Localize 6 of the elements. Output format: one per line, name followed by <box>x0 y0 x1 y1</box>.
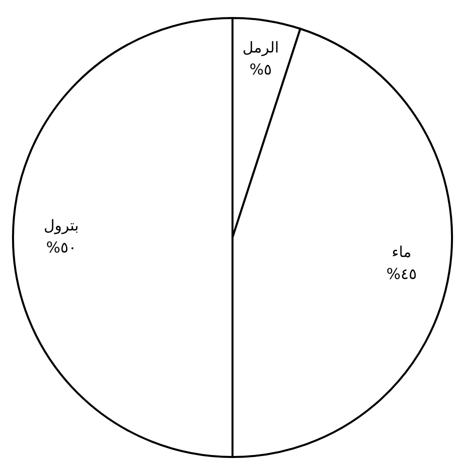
slice-label: ماء <box>392 243 412 262</box>
data-label: %٤٥ <box>386 265 417 284</box>
data-label: %٥٠ <box>46 238 76 256</box>
data-label: %٥ <box>249 60 272 79</box>
slice-label: الرمل <box>242 38 279 57</box>
slice-label: بترول <box>44 216 79 234</box>
